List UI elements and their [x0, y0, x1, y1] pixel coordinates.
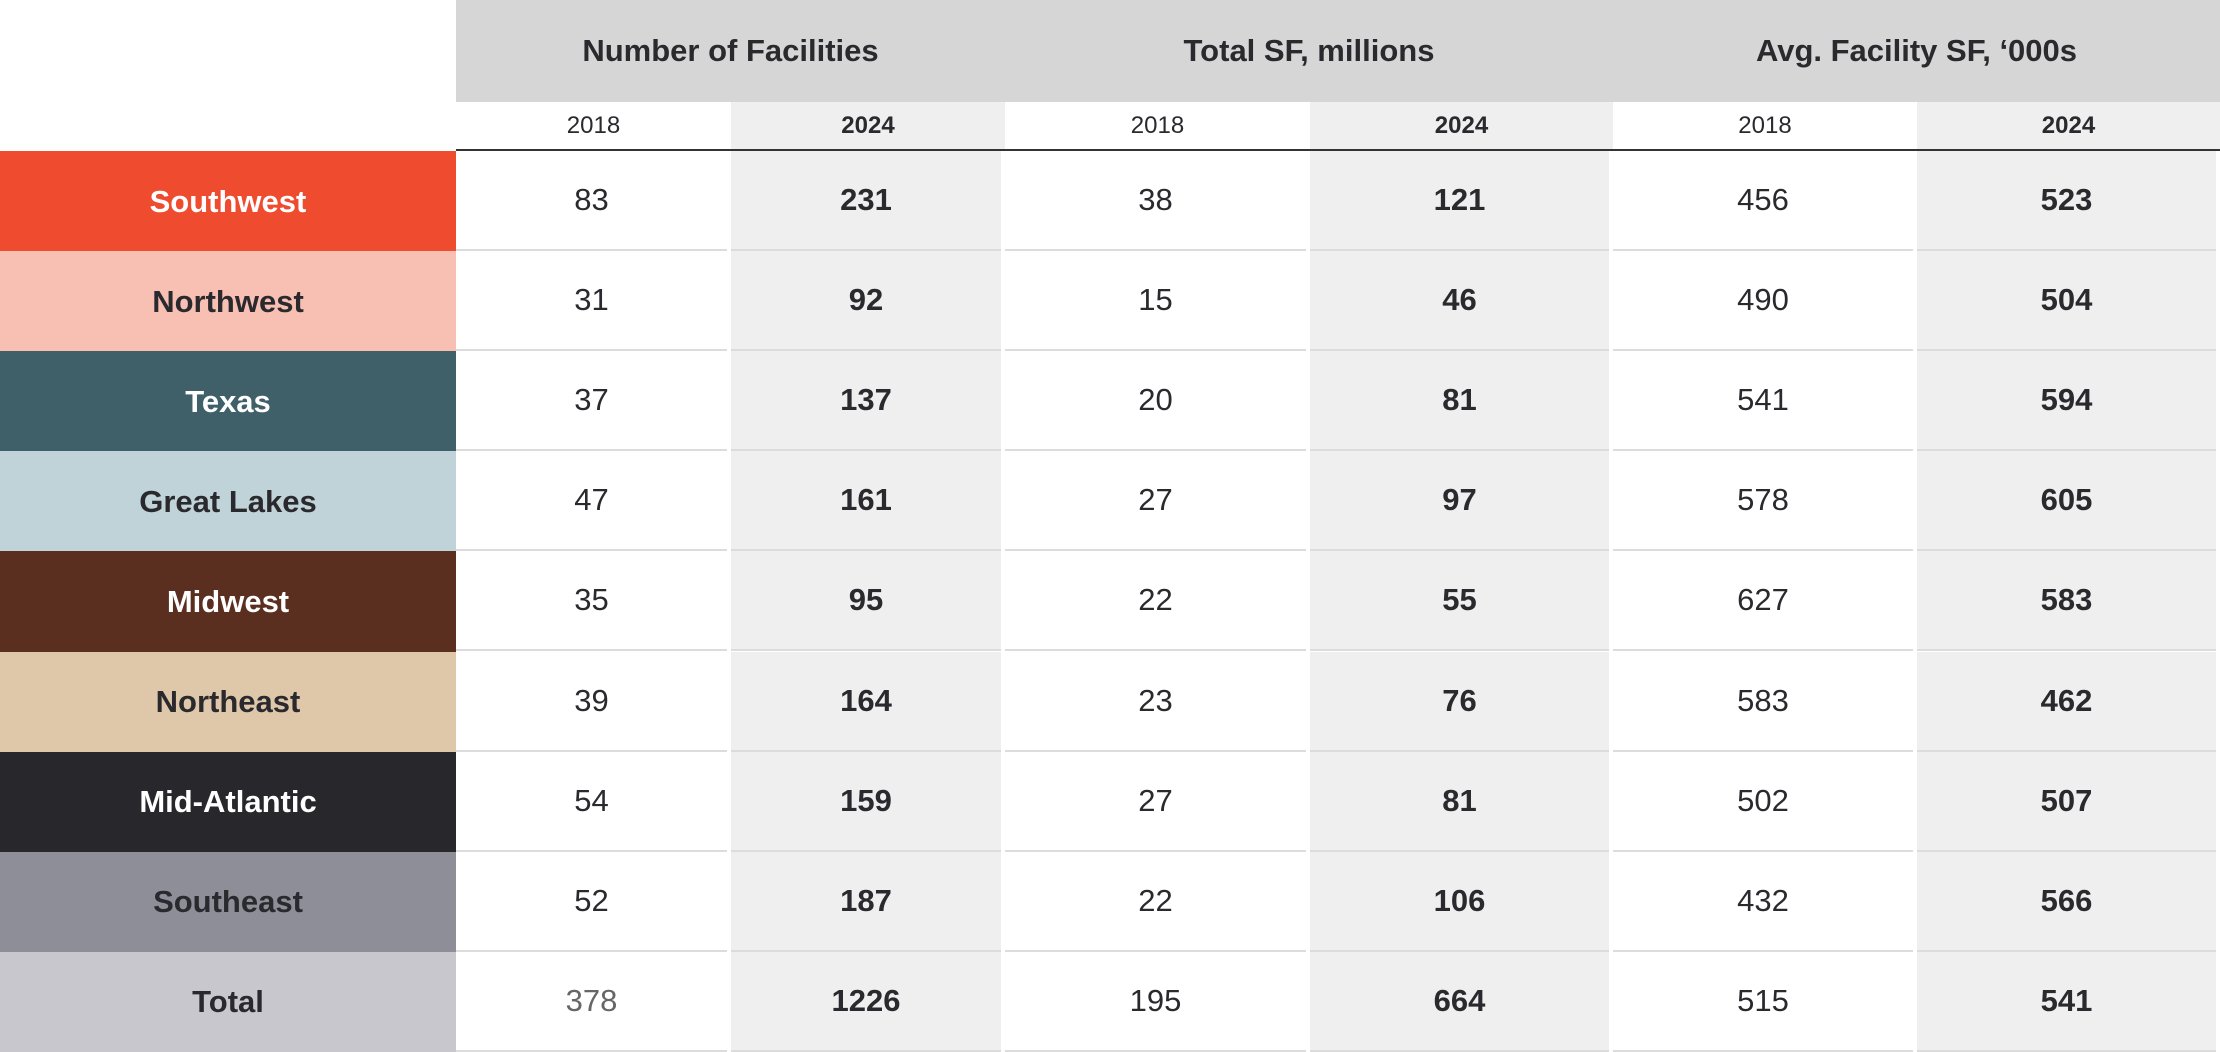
year-header: 2024: [1310, 102, 1613, 151]
value-cell: 566: [1917, 851, 2216, 952]
year-header: 2018: [1005, 102, 1310, 151]
value-cell: 456: [1613, 151, 1913, 252]
value-cell: 664: [1310, 951, 1609, 1052]
value-cell: 231: [731, 151, 1001, 252]
value-cell: 583: [1917, 551, 2216, 652]
value-cell: 137: [731, 351, 1001, 452]
value-cell: 39: [456, 652, 727, 752]
value-cell: 23: [1005, 652, 1306, 752]
value-cell: 22: [1005, 551, 1306, 652]
value-cell: 81: [1310, 751, 1609, 852]
value-cell: 195: [1005, 952, 1306, 1052]
value-cell: 55: [1310, 551, 1609, 652]
value-cell: 38: [1005, 151, 1306, 252]
value-cell: 92: [731, 251, 1001, 352]
value-cell: 627: [1613, 551, 1913, 652]
value-cell: 164: [731, 651, 1001, 752]
value-cell: 378: [456, 952, 727, 1052]
value-cell: 20: [1005, 351, 1306, 452]
group-header: Number of Facilities: [456, 0, 1005, 102]
value-cell: 432: [1613, 852, 1913, 952]
row-label: Southwest: [0, 151, 456, 253]
value-cell: 106: [1310, 851, 1609, 952]
value-cell: 97: [1310, 451, 1609, 552]
row-label: Northeast: [0, 651, 456, 753]
value-cell: 502: [1613, 752, 1913, 852]
value-cell: 76: [1310, 651, 1609, 752]
value-cell: 1226: [731, 951, 1001, 1052]
value-cell: 81: [1310, 351, 1609, 452]
value-cell: 46: [1310, 251, 1609, 352]
value-cell: 605: [1917, 451, 2216, 552]
value-cell: 583: [1613, 652, 1913, 752]
value-cell: 504: [1917, 251, 2216, 352]
value-cell: 594: [1917, 351, 2216, 452]
value-cell: 161: [731, 451, 1001, 552]
value-cell: 507: [1917, 751, 2216, 852]
value-cell: 54: [456, 752, 727, 852]
row-label: Mid-Atlantic: [0, 751, 456, 853]
value-cell: 15: [1005, 251, 1306, 352]
row-label: Total: [0, 951, 456, 1052]
value-cell: 541: [1917, 951, 2216, 1052]
value-cell: 95: [731, 551, 1001, 652]
value-cell: 83: [456, 151, 727, 252]
value-cell: 578: [1613, 451, 1913, 552]
value-cell: 121: [1310, 151, 1609, 252]
year-header: 2024: [731, 102, 1005, 151]
value-cell: 27: [1005, 752, 1306, 852]
year-header: 2018: [1613, 102, 1917, 151]
row-label: Great Lakes: [0, 451, 456, 553]
value-cell: 515: [1613, 952, 1913, 1052]
value-cell: 35: [456, 551, 727, 652]
row-label: Southeast: [0, 851, 456, 953]
value-cell: 490: [1613, 251, 1913, 352]
row-label: Texas: [0, 351, 456, 453]
year-header: 2018: [456, 102, 731, 151]
value-cell: 27: [1005, 451, 1306, 552]
value-cell: 462: [1917, 651, 2216, 752]
value-cell: 31: [456, 251, 727, 352]
group-header: Total SF, millions: [1005, 0, 1613, 102]
group-header: Avg. Facility SF, ‘000s: [1613, 0, 2220, 102]
value-cell: 541: [1613, 351, 1913, 452]
value-cell: 52: [456, 852, 727, 952]
value-cell: 22: [1005, 852, 1306, 952]
value-cell: 187: [731, 851, 1001, 952]
year-header: 2024: [1917, 102, 2220, 151]
value-cell: 159: [731, 751, 1001, 852]
row-label: Northwest: [0, 251, 456, 353]
row-label: Midwest: [0, 551, 456, 653]
value-cell: 37: [456, 351, 727, 452]
value-cell: 523: [1917, 151, 2216, 252]
value-cell: 47: [456, 451, 727, 552]
